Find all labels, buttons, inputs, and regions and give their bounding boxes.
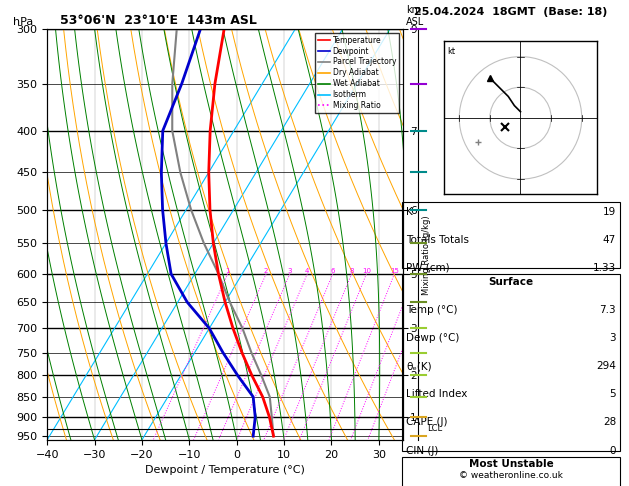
Text: K: K — [406, 207, 413, 217]
Text: Most Unstable: Most Unstable — [469, 459, 554, 469]
Text: 5: 5 — [610, 389, 616, 399]
Text: 10: 10 — [362, 268, 371, 274]
Text: 1.33: 1.33 — [593, 263, 616, 273]
Text: 3: 3 — [287, 268, 292, 274]
Text: km
ASL: km ASL — [406, 5, 424, 27]
Text: 0: 0 — [610, 446, 616, 456]
Text: 25.04.2024  18GMT  (Base: 18): 25.04.2024 18GMT (Base: 18) — [415, 7, 608, 17]
Text: Dewp (°C): Dewp (°C) — [406, 333, 460, 343]
Text: kt: kt — [447, 48, 455, 56]
Text: 1: 1 — [225, 268, 230, 274]
Text: 294: 294 — [596, 361, 616, 371]
Text: 6: 6 — [330, 268, 335, 274]
Bar — [402, 457, 620, 486]
Bar — [402, 202, 620, 268]
Text: CAPE (J): CAPE (J) — [406, 417, 448, 428]
Text: Lifted Index: Lifted Index — [406, 389, 467, 399]
Text: Mixing Ratio (g/kg): Mixing Ratio (g/kg) — [422, 215, 431, 295]
Text: 4: 4 — [305, 268, 309, 274]
X-axis label: Dewpoint / Temperature (°C): Dewpoint / Temperature (°C) — [145, 465, 305, 475]
Legend: Temperature, Dewpoint, Parcel Trajectory, Dry Adiabat, Wet Adiabat, Isotherm, Mi: Temperature, Dewpoint, Parcel Trajectory… — [315, 33, 399, 113]
Text: PW (cm): PW (cm) — [406, 263, 450, 273]
Text: 7.3: 7.3 — [599, 305, 616, 315]
Text: LCL: LCL — [427, 424, 442, 433]
Text: 47: 47 — [603, 235, 616, 245]
Bar — [402, 274, 620, 451]
Text: © weatheronline.co.uk: © weatheronline.co.uk — [459, 471, 563, 480]
Text: 28: 28 — [603, 417, 616, 428]
Text: Totals Totals: Totals Totals — [406, 235, 469, 245]
Text: Temp (°C): Temp (°C) — [406, 305, 458, 315]
Text: hPa: hPa — [13, 17, 33, 27]
Text: 8: 8 — [349, 268, 353, 274]
Text: 15: 15 — [390, 268, 399, 274]
Text: Surface: Surface — [489, 277, 533, 287]
Text: 19: 19 — [603, 207, 616, 217]
Text: CIN (J): CIN (J) — [406, 446, 438, 456]
Text: 53°06'N  23°10'E  143m ASL: 53°06'N 23°10'E 143m ASL — [60, 14, 257, 27]
Text: 2: 2 — [264, 268, 268, 274]
Text: θₑ(K): θₑ(K) — [406, 361, 431, 371]
Text: 3: 3 — [610, 333, 616, 343]
